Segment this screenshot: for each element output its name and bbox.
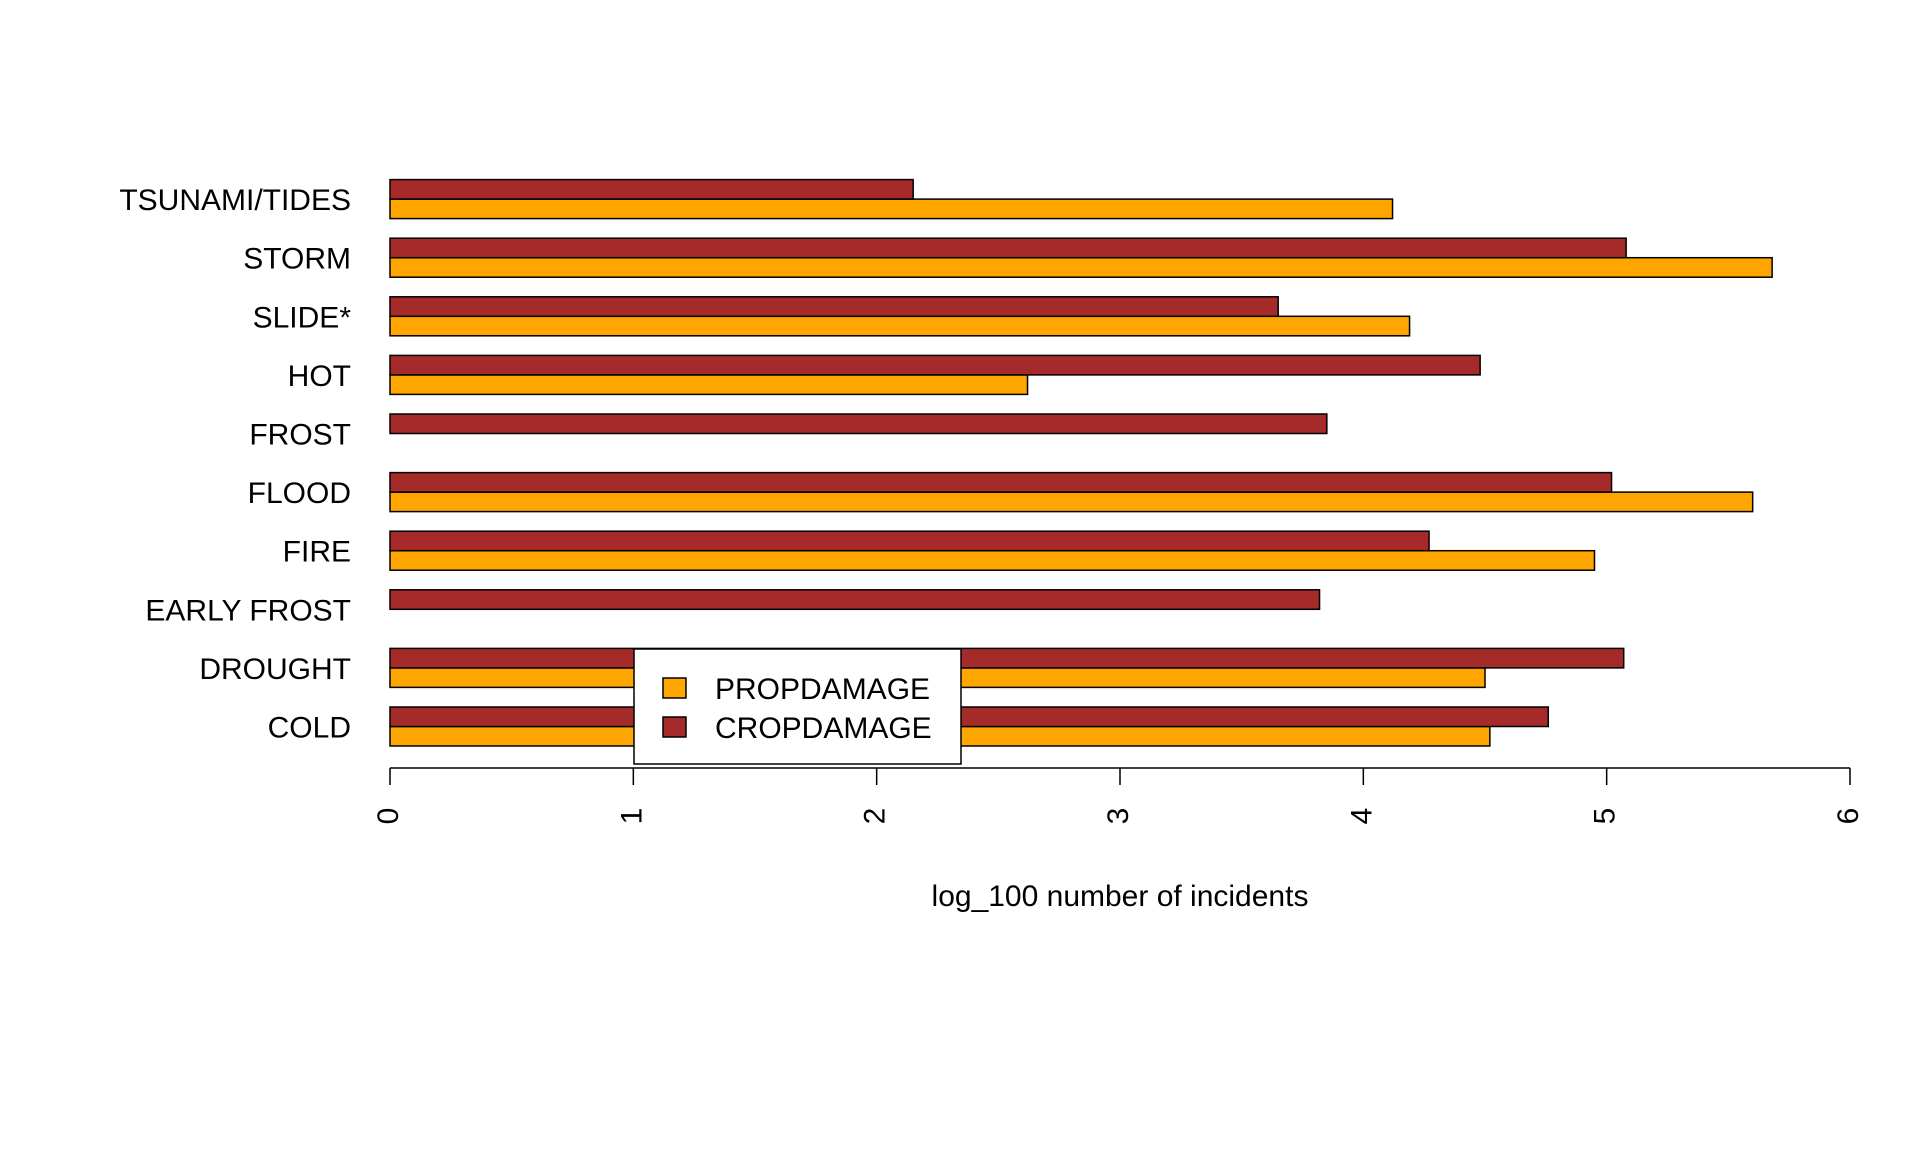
legend-swatch-cropdamage <box>662 716 687 738</box>
category-label-flood: FLOOD <box>248 477 351 510</box>
bar-cropdamage-frost <box>389 413 1328 435</box>
category-label-hot: HOT <box>288 360 351 393</box>
bar-cropdamage-slide <box>389 296 1279 318</box>
x-tick-label-0: 0 <box>372 808 405 825</box>
category-labels: COLD DROUGHT EARLY FROST FIRE FLOOD FROST HOT S… <box>119 184 351 744</box>
legend-label-propdamage: PROPDAMAGE <box>715 673 930 706</box>
legend-box <box>633 648 962 765</box>
category-label-drought: DROUGHT <box>199 653 351 686</box>
bar-propdamage-hot <box>389 374 1029 396</box>
category-label-frost: FROST <box>249 419 351 452</box>
bar-cropdamage-early-frost <box>389 589 1321 611</box>
bars-layer <box>389 178 1773 747</box>
bar-cropdamage-fire <box>389 530 1430 552</box>
legend-swatch-propdamage <box>662 677 687 699</box>
x-tick-label-6: 6 <box>1832 808 1865 825</box>
x-tick-label-2: 2 <box>859 808 892 825</box>
bar-propdamage-flood <box>389 491 1754 513</box>
bar-propdamage-tsunami-tides <box>389 198 1394 220</box>
category-label-cold: COLD <box>268 712 351 745</box>
bar-cropdamage-tsunami-tides <box>389 178 914 200</box>
bar-cropdamage-cold <box>389 706 1550 728</box>
bar-cropdamage-drought <box>389 647 1625 669</box>
category-label-fire: FIRE <box>283 536 351 569</box>
category-label-tsunami-tides: TSUNAMI/TIDES <box>119 184 351 217</box>
bar-cropdamage-flood <box>389 471 1613 493</box>
category-label-slide: SLIDE* <box>253 301 352 334</box>
x-tick-label-5: 5 <box>1589 808 1622 825</box>
x-axis: 0 1 2 3 4 5 6 <box>372 767 1865 825</box>
bar-cropdamage-hot <box>389 354 1481 376</box>
x-tick-label-1: 1 <box>615 808 648 825</box>
bar-propdamage-fire <box>389 549 1596 571</box>
x-axis-label: log_100 number of incidents <box>932 880 1309 913</box>
bar-propdamage-storm <box>389 256 1773 278</box>
category-label-early-frost: EARLY FROST <box>145 594 351 627</box>
bar-propdamage-slide <box>389 315 1411 337</box>
bar-cropdamage-storm <box>389 237 1627 259</box>
x-tick-label-4: 4 <box>1345 808 1378 825</box>
legend-label-cropdamage: CROPDAMAGE <box>715 712 932 745</box>
category-label-storm: STORM <box>243 243 351 276</box>
legend: PROPDAMAGE CROPDAMAGE <box>633 648 962 765</box>
x-tick-label-3: 3 <box>1102 808 1135 825</box>
